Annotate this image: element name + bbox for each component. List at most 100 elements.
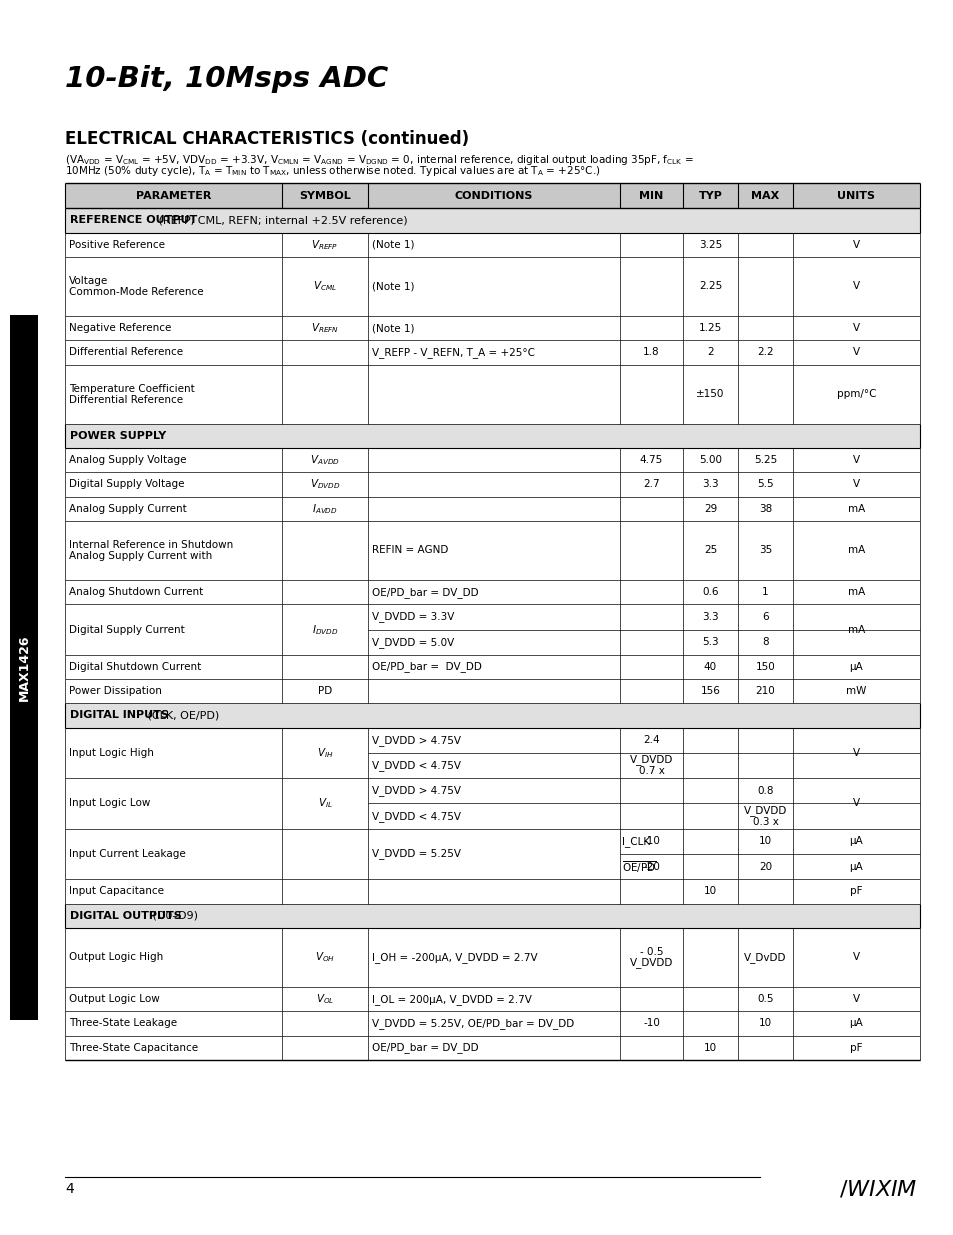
- Text: DIGITAL INPUTS: DIGITAL INPUTS: [70, 710, 169, 720]
- Text: Analog Supply Current: Analog Supply Current: [69, 504, 187, 514]
- Text: Output Logic Low: Output Logic Low: [69, 994, 159, 1004]
- Text: pF: pF: [849, 1042, 862, 1052]
- Text: V_DVDD = 3.3V: V_DVDD = 3.3V: [372, 611, 454, 622]
- Text: $V_{OH}$: $V_{OH}$: [314, 951, 335, 965]
- Text: I_OH = -200μA, V_DVDD = 2.7V: I_OH = -200μA, V_DVDD = 2.7V: [372, 952, 537, 963]
- Text: Temperature Coefficient: Temperature Coefficient: [69, 384, 194, 394]
- Text: 10: 10: [759, 1019, 771, 1029]
- Text: 210: 210: [755, 687, 775, 697]
- Text: 5.3: 5.3: [701, 637, 718, 647]
- Text: I_CLK: I_CLK: [621, 836, 649, 847]
- Text: (Note 1): (Note 1): [372, 240, 414, 249]
- Text: Analog Shutdown Current: Analog Shutdown Current: [69, 587, 203, 598]
- Text: $V_{AVDD}$: $V_{AVDD}$: [310, 453, 339, 467]
- Text: V_DVDD: V_DVDD: [743, 805, 786, 816]
- Bar: [10, 315, 38, 1020]
- Text: V_DVDD < 4.75V: V_DVDD < 4.75V: [372, 760, 460, 771]
- Text: 1.25: 1.25: [699, 324, 721, 333]
- Text: 8: 8: [761, 637, 768, 647]
- Bar: [65, 209, 919, 232]
- Text: mA: mA: [847, 587, 864, 598]
- Text: (D0–D9): (D0–D9): [150, 910, 198, 920]
- Text: 0.6: 0.6: [701, 587, 718, 598]
- Text: (Note 1): (Note 1): [372, 324, 414, 333]
- Text: 150: 150: [755, 662, 775, 672]
- Text: DIGITAL OUTPUTS: DIGITAL OUTPUTS: [70, 910, 182, 920]
- Text: V: V: [852, 240, 860, 249]
- Text: -20: -20: [642, 862, 659, 872]
- Text: 10: 10: [759, 836, 771, 846]
- Text: 156: 156: [700, 687, 720, 697]
- Text: Digital Supply Current: Digital Supply Current: [69, 625, 185, 635]
- Text: V: V: [852, 282, 860, 291]
- Text: 10: 10: [703, 887, 717, 897]
- Text: V: V: [852, 994, 860, 1004]
- Text: REFIN = AGND: REFIN = AGND: [372, 546, 448, 556]
- Text: ppm/°C: ppm/°C: [836, 389, 876, 399]
- Text: V: V: [852, 798, 860, 809]
- Text: V: V: [852, 456, 860, 466]
- Text: Input Logic Low: Input Logic Low: [69, 798, 151, 809]
- Text: Three-State Capacitance: Three-State Capacitance: [69, 1042, 198, 1052]
- Text: $V_{REFP}$: $V_{REFP}$: [311, 237, 338, 252]
- Bar: [65, 424, 919, 448]
- Text: $I_{DVDD}$: $I_{DVDD}$: [312, 622, 338, 636]
- Text: $\overline{\mathsf{OE/PD}}$: $\overline{\mathsf{OE/PD}}$: [621, 858, 656, 874]
- Text: mA: mA: [847, 625, 864, 635]
- Text: OE/PD_bar = DV_DD: OE/PD_bar = DV_DD: [372, 587, 478, 598]
- Text: 2.25: 2.25: [699, 282, 721, 291]
- Text: 2.7: 2.7: [642, 479, 659, 489]
- Text: 0.5: 0.5: [757, 994, 773, 1004]
- Text: (CLK, OE/PD): (CLK, OE/PD): [144, 710, 219, 720]
- Text: V_DVDD = 5.0V: V_DVDD = 5.0V: [372, 637, 454, 647]
- Text: PD: PD: [317, 687, 332, 697]
- Text: 2.2: 2.2: [757, 347, 773, 357]
- Text: 2.4: 2.4: [642, 735, 659, 745]
- Text: 0.3 x: 0.3 x: [752, 816, 778, 826]
- Text: V_DVDD: V_DVDD: [629, 957, 673, 968]
- Text: Digital Supply Voltage: Digital Supply Voltage: [69, 479, 184, 489]
- Text: PARAMETER: PARAMETER: [135, 190, 211, 200]
- Text: 35: 35: [758, 546, 771, 556]
- Text: 5.5: 5.5: [757, 479, 773, 489]
- Bar: [65, 904, 919, 927]
- Text: $\mathit{/WIXIM}$: $\mathit{/WIXIM}$: [838, 1178, 916, 1199]
- Text: CONDITIONS: CONDITIONS: [455, 190, 533, 200]
- Text: Positive Reference: Positive Reference: [69, 240, 165, 249]
- Text: mA: mA: [847, 504, 864, 514]
- Text: V_DVDD = 5.25V, OE/PD_bar = DV_DD: V_DVDD = 5.25V, OE/PD_bar = DV_DD: [372, 1018, 574, 1029]
- Text: Digital Shutdown Current: Digital Shutdown Current: [69, 662, 201, 672]
- Text: 2: 2: [706, 347, 713, 357]
- Text: (Note 1): (Note 1): [372, 282, 414, 291]
- Text: (VA$_{\mathsf{VDD}}$ = V$_{\mathsf{CML}}$ = +5V, VDV$_{\mathsf{DD}}$ = +3.3V, V$: (VA$_{\mathsf{VDD}}$ = V$_{\mathsf{CML}}…: [65, 153, 693, 167]
- Text: V_DVDD: V_DVDD: [629, 755, 673, 766]
- Text: POWER SUPPLY: POWER SUPPLY: [70, 431, 166, 441]
- Text: Differential Reference: Differential Reference: [69, 395, 183, 405]
- Text: 4.75: 4.75: [639, 456, 662, 466]
- Text: 3.3: 3.3: [701, 479, 718, 489]
- Text: MAX1426: MAX1426: [17, 635, 30, 700]
- Text: 10MHz (50% duty cycle), T$_{\mathsf{A}}$ = T$_{\mathsf{MIN}}$ to T$_{\mathsf{MAX: 10MHz (50% duty cycle), T$_{\mathsf{A}}$…: [65, 164, 599, 178]
- Text: 3.3: 3.3: [701, 613, 718, 622]
- Text: 5.00: 5.00: [699, 456, 721, 466]
- Text: μA: μA: [849, 836, 862, 846]
- Text: V: V: [852, 952, 860, 962]
- Text: V_REFP - V_REFN, T_A = +25°C: V_REFP - V_REFN, T_A = +25°C: [372, 347, 535, 358]
- Text: 5.25: 5.25: [753, 456, 777, 466]
- Text: V_DVDD = 5.25V: V_DVDD = 5.25V: [372, 848, 460, 860]
- Text: Analog Supply Current with: Analog Supply Current with: [69, 551, 212, 561]
- Text: 38: 38: [758, 504, 771, 514]
- Text: Voltage: Voltage: [69, 275, 108, 285]
- Text: UNITS: UNITS: [837, 190, 875, 200]
- Text: Power Dissipation: Power Dissipation: [69, 687, 162, 697]
- Text: OE/PD_bar =  DV_DD: OE/PD_bar = DV_DD: [372, 662, 481, 672]
- Text: Analog Supply Voltage: Analog Supply Voltage: [69, 456, 186, 466]
- Text: SYMBOL: SYMBOL: [299, 190, 351, 200]
- Text: Negative Reference: Negative Reference: [69, 324, 172, 333]
- Text: - 0.5: - 0.5: [639, 947, 662, 957]
- Text: $V_{CML}$: $V_{CML}$: [313, 279, 336, 293]
- Text: 6: 6: [761, 613, 768, 622]
- Text: 29: 29: [703, 504, 717, 514]
- Text: REFERENCE OUTPUT: REFERENCE OUTPUT: [70, 215, 197, 226]
- Text: 0.7 x: 0.7 x: [638, 766, 663, 776]
